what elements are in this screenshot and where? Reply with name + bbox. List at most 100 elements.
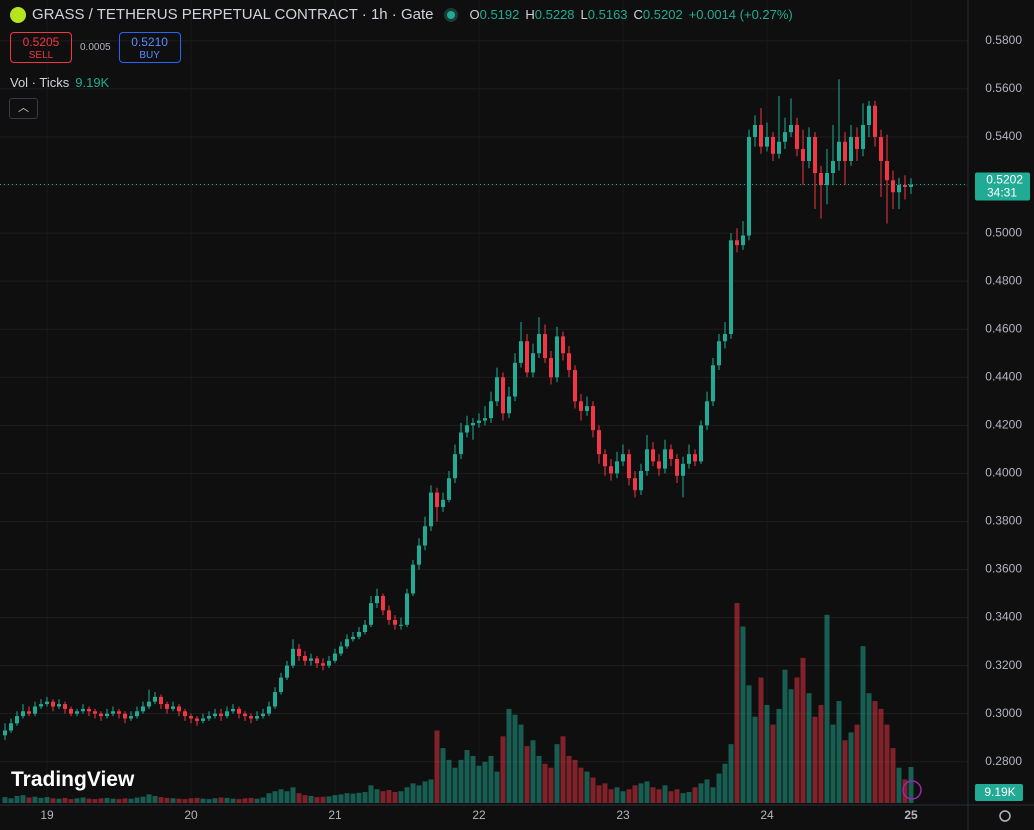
volume-bar xyxy=(482,761,488,803)
candle-body xyxy=(387,610,391,620)
candle-body xyxy=(231,708,235,712)
candle-body xyxy=(735,240,739,246)
volume-bar xyxy=(872,701,878,803)
candle-body xyxy=(429,492,433,527)
volume-bar xyxy=(710,787,716,803)
candle-body xyxy=(501,377,505,414)
candle-body xyxy=(873,105,877,137)
sell-button[interactable]: 0.5205 SELL xyxy=(10,32,72,63)
candle-body xyxy=(135,711,139,717)
y-tick-label: 0.3600 xyxy=(985,562,1022,576)
quick-trade-icon[interactable] xyxy=(902,780,922,800)
volume-bar xyxy=(866,693,872,803)
y-tick-label: 0.4000 xyxy=(985,466,1022,480)
volume-bar xyxy=(122,798,128,803)
settings-icon[interactable] xyxy=(999,810,1011,822)
volume-bar xyxy=(422,781,428,803)
candle-body xyxy=(747,136,751,236)
volume-bar xyxy=(158,797,164,803)
volume-bar xyxy=(314,797,320,803)
candle-body xyxy=(573,370,577,402)
candle-body xyxy=(615,461,619,474)
volume-bar xyxy=(278,789,284,803)
volume-bar xyxy=(2,797,8,803)
candle-body xyxy=(789,124,793,133)
candle-body xyxy=(537,334,541,354)
candle-body xyxy=(375,595,379,604)
buy-button[interactable]: 0.5210 BUY xyxy=(118,32,181,63)
volume-bar xyxy=(20,795,26,803)
candle-body xyxy=(303,656,307,661)
candle-body xyxy=(825,173,829,186)
candle-body xyxy=(225,711,229,717)
candle-body xyxy=(579,401,583,411)
volume-bar xyxy=(356,792,362,803)
volume-bar xyxy=(536,755,542,803)
volume-bar xyxy=(86,798,92,803)
candle-body xyxy=(93,711,97,714)
volume-bar xyxy=(332,795,338,803)
candle-body xyxy=(165,704,169,709)
volume-title: Vol · Ticks xyxy=(10,75,70,90)
x-tick-label: 21 xyxy=(328,808,342,822)
candle-body xyxy=(471,422,475,426)
volume-bar xyxy=(830,724,836,803)
candle-body xyxy=(585,406,589,411)
grid xyxy=(0,0,968,805)
candle-body xyxy=(213,713,217,717)
volume-bar xyxy=(848,732,854,803)
volume-bar xyxy=(392,792,398,803)
candle-body xyxy=(219,713,223,717)
volume-bar xyxy=(878,708,884,803)
candle-body xyxy=(843,141,847,161)
volume-bar xyxy=(740,626,746,803)
candle-body xyxy=(207,716,211,719)
candle-body xyxy=(33,706,37,714)
volume-bar xyxy=(746,685,752,803)
candle-body xyxy=(729,240,733,335)
volume-bar xyxy=(824,614,830,803)
candle-body xyxy=(483,418,487,421)
candle-body xyxy=(261,713,265,717)
volume-bar xyxy=(146,794,152,803)
volume-bar xyxy=(308,795,314,803)
axes: 0.58000.56000.54000.52000.50000.48000.46… xyxy=(40,33,1030,822)
symbol-title[interactable]: GRASS / TETHERUS PERPETUAL CONTRACT · 1h… xyxy=(32,6,434,23)
volume-bar xyxy=(896,767,902,803)
volume-bar xyxy=(140,796,146,803)
x-tick-label: 23 xyxy=(616,808,630,822)
volume-bar xyxy=(56,798,62,803)
candle-body xyxy=(651,449,655,462)
candle-body xyxy=(87,708,91,712)
volume-value: 9.19K xyxy=(75,75,110,90)
y-tick-label: 0.5600 xyxy=(985,81,1022,95)
sell-price: 0.5205 xyxy=(22,35,60,49)
plot-area xyxy=(0,79,968,803)
candle-body xyxy=(561,336,565,354)
candle-body xyxy=(495,377,499,402)
volume-bar xyxy=(704,779,710,803)
market-status[interactable] xyxy=(447,10,456,19)
y-tick-label: 0.2800 xyxy=(985,754,1022,768)
candle-body xyxy=(99,713,103,717)
candle-body xyxy=(201,718,205,721)
volume-bar xyxy=(182,799,188,803)
candle-body xyxy=(855,136,859,149)
candle-body xyxy=(903,185,907,187)
candle-body xyxy=(627,454,631,479)
candle-body xyxy=(39,704,43,707)
volume-bar xyxy=(326,796,332,803)
header: GRASS / TETHERUS PERPETUAL CONTRACT · 1h… xyxy=(10,6,793,23)
volume-bar xyxy=(176,798,182,803)
volume-bar xyxy=(560,736,566,803)
volume-bar xyxy=(542,763,548,803)
candle-body xyxy=(111,711,115,714)
candle-body xyxy=(297,648,301,657)
volume-bar xyxy=(722,763,728,803)
candle-body xyxy=(705,401,709,426)
collapse-button[interactable]: ︿ xyxy=(9,98,38,119)
change: +0.0014 (+0.27%) xyxy=(688,7,793,22)
candle-body xyxy=(753,124,757,137)
candle-body xyxy=(441,499,445,508)
volume-bar xyxy=(62,797,68,803)
